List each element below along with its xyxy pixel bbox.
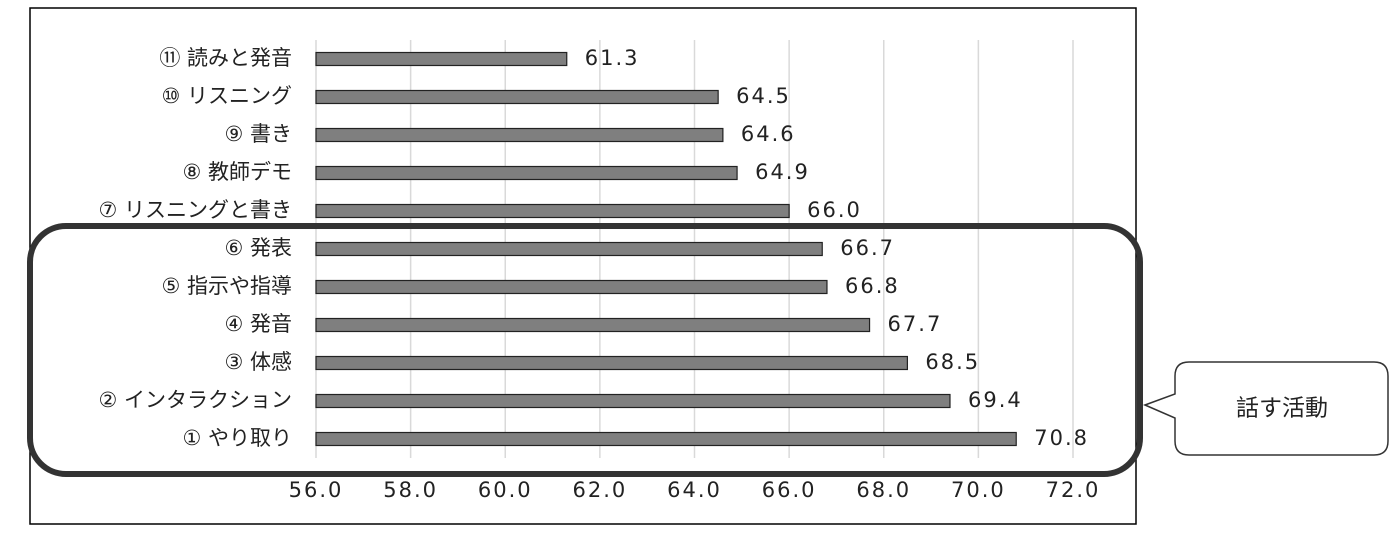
x-tick-label: 68.0 xyxy=(856,478,911,502)
bar xyxy=(315,89,719,105)
x-tick-label: 66.0 xyxy=(762,478,817,502)
y-tick-label: ⑤ 指示や指導 xyxy=(161,274,292,298)
bar xyxy=(315,203,790,219)
value-label: 69.4 xyxy=(968,388,1023,412)
bar xyxy=(315,355,909,371)
x-tick-label: 70.0 xyxy=(951,478,1006,502)
bar xyxy=(315,393,951,409)
bar xyxy=(315,165,738,181)
value-label: 66.8 xyxy=(845,274,900,298)
bar xyxy=(315,127,724,143)
value-label: 70.8 xyxy=(1034,426,1089,450)
x-tick-label: 58.0 xyxy=(383,478,438,502)
x-tick-label: 64.0 xyxy=(667,478,722,502)
x-tick-label: 60.0 xyxy=(478,478,533,502)
bar xyxy=(315,241,823,257)
bar xyxy=(315,317,871,333)
value-label: 66.0 xyxy=(807,198,862,222)
x-tick-label: 56.0 xyxy=(289,478,344,502)
y-tick-label: ③ 体感 xyxy=(224,350,292,374)
bar xyxy=(315,51,568,67)
y-tick-label: ⑧ 教師デモ xyxy=(182,160,292,184)
value-label: 66.7 xyxy=(840,236,895,260)
y-tick-label: ⑦ リスニングと書き xyxy=(98,198,292,222)
y-tick-label: ① やり取り xyxy=(182,426,292,450)
plot-area: 56.0 58.0 60.0 62.0 64.0 66.0 68.0 70.0 72.0 ⑪ 読み… xyxy=(98,40,1101,502)
value-label: 68.5 xyxy=(925,350,980,374)
value-label: 61.3 xyxy=(585,46,640,70)
value-label: 64.6 xyxy=(741,122,796,146)
y-tick-label: ② インタラクション xyxy=(98,388,292,412)
y-tick-label: ⑥ 発表 xyxy=(224,236,292,260)
y-tick-label: ④ 発音 xyxy=(224,312,292,336)
value-label: 64.9 xyxy=(755,160,810,184)
bar xyxy=(315,431,1017,447)
y-tick-label: ⑪ 読みと発音 xyxy=(159,46,292,70)
y-tick-label: ⑨ 書き xyxy=(224,122,292,146)
callout-box xyxy=(1142,361,1389,456)
value-label: 67.7 xyxy=(888,312,943,336)
callout-text: 話す活動 xyxy=(1236,396,1328,422)
bar xyxy=(315,279,828,295)
group-outline xyxy=(27,223,1143,477)
y-tick-label: ⑩ リスニング xyxy=(161,84,292,108)
x-tick-label: 62.0 xyxy=(572,478,627,502)
value-label: 64.5 xyxy=(736,84,791,108)
x-tick-label: 72.0 xyxy=(1046,478,1101,502)
